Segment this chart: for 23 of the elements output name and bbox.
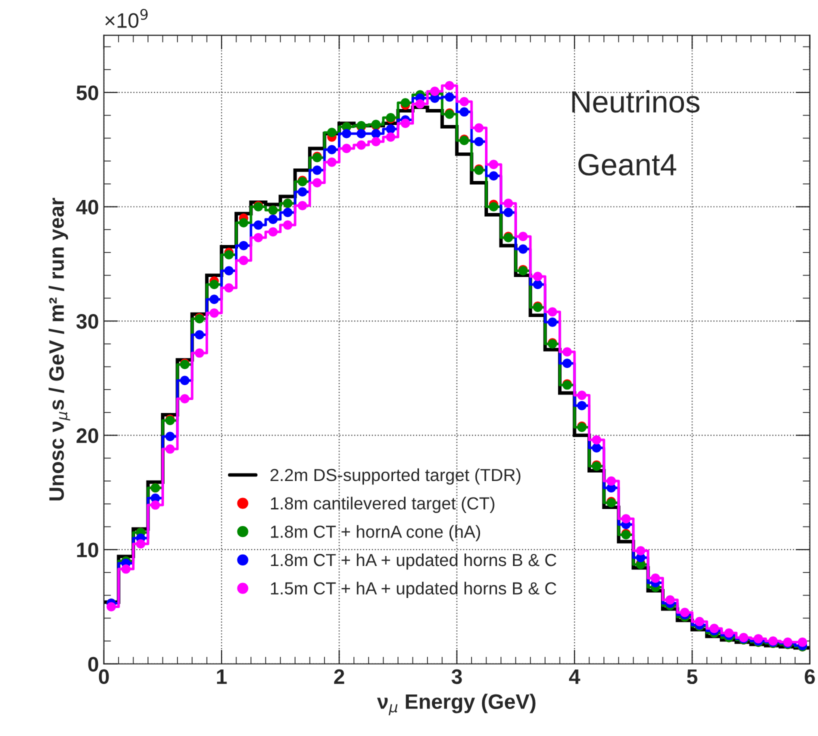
x-tick-label: 0: [98, 669, 109, 684]
y-tick-label: 30: [76, 314, 98, 329]
y-tick-label: 20: [76, 428, 98, 444]
legend-label: 1.8m CT + hornA cone (hA): [270, 525, 480, 542]
x-tick-label: 2: [334, 669, 344, 684]
legend-label: 1.8m cantilevered target (CT): [270, 496, 494, 513]
x-tick-label: 1: [217, 670, 227, 684]
legend-label: 1.5m CT + hA + updated horns B & C: [270, 582, 556, 598]
x-axis-title: ν$_{μ}$ Energy (GeV): [377, 694, 536, 716]
y-tick-label: 10: [77, 542, 98, 558]
y-tick-label: 0: [88, 656, 98, 672]
y-tick-label: 50: [76, 85, 98, 100]
legend-label: 2.2m DS-supported target (TDR): [270, 468, 520, 485]
x-tick-label: 6: [804, 669, 815, 684]
y-axis-title: Unosc ν$_{μ}$s / GeV / m² / run year: [48, 198, 70, 500]
annotation: Neutrinos: [572, 90, 700, 113]
x-tick-label: 3: [452, 669, 462, 684]
x-tick-label: 5: [687, 670, 698, 684]
annotation: Geant4: [578, 154, 676, 176]
y-tick-label: 40: [76, 200, 98, 215]
text: ×10$^{9}$: [105, 8, 148, 28]
legend-label: 1.8m CT + hA + updated horns B & C: [270, 553, 556, 570]
x-tick-label: 4: [569, 670, 580, 684]
